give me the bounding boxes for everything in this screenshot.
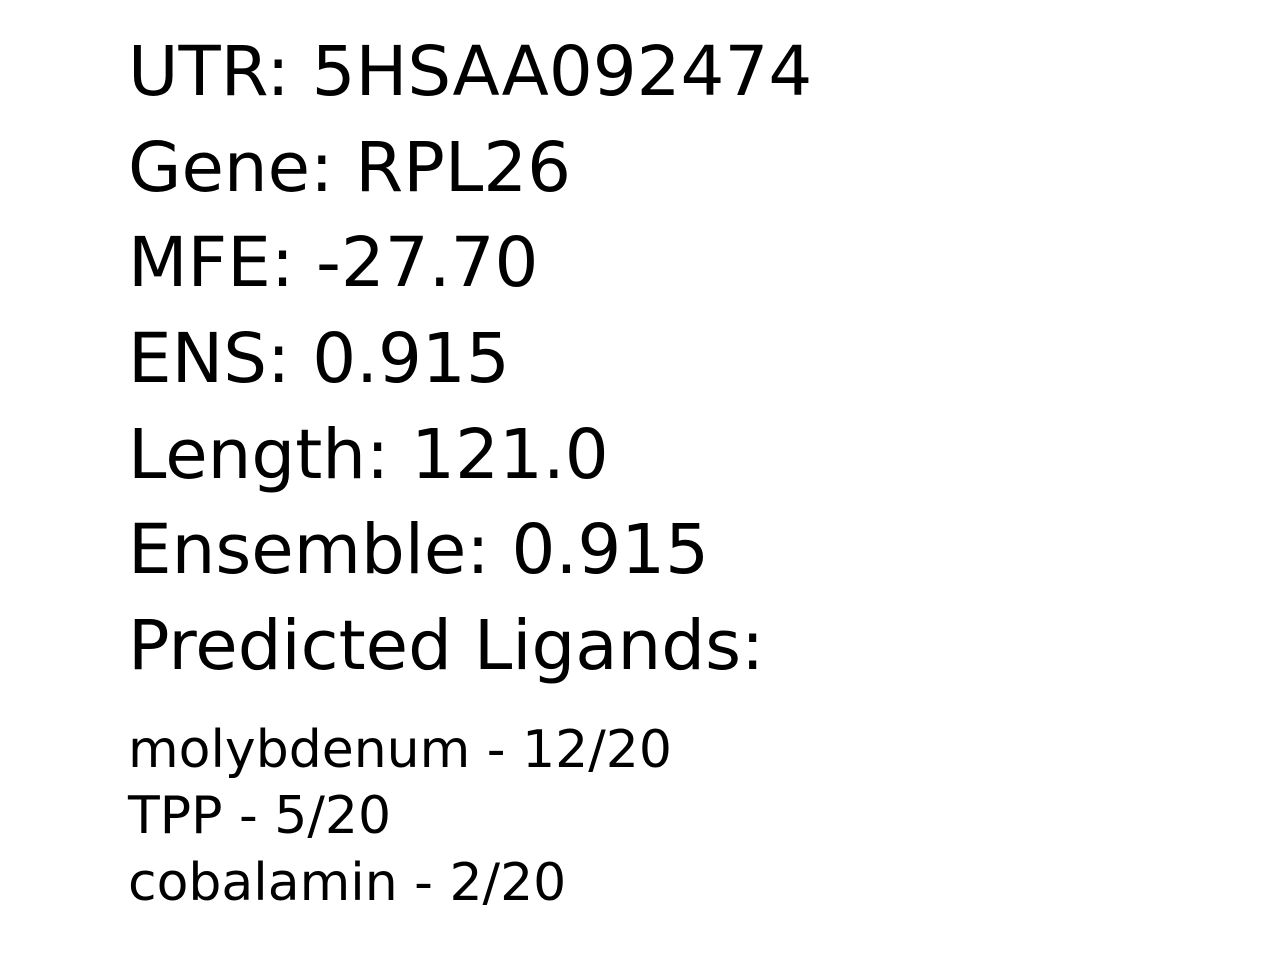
ensemble-line: Ensemble: 0.915 bbox=[128, 510, 710, 590]
ligand-item-tpp: TPP - 5/20 bbox=[128, 786, 392, 846]
gene-line: Gene: RPL26 bbox=[128, 128, 572, 208]
ligand-item-molybdenum: molybdenum - 12/20 bbox=[128, 720, 672, 780]
length-line: Length: 121.0 bbox=[128, 415, 609, 495]
mfe-line: MFE: -27.70 bbox=[128, 223, 539, 303]
utr-id-line: UTR: 5HSAA092474 bbox=[128, 32, 813, 112]
ligand-item-cobalamin: cobalamin - 2/20 bbox=[128, 853, 567, 913]
ens-line: ENS: 0.915 bbox=[128, 319, 510, 399]
ligands-heading: Predicted Ligands: bbox=[128, 606, 765, 686]
